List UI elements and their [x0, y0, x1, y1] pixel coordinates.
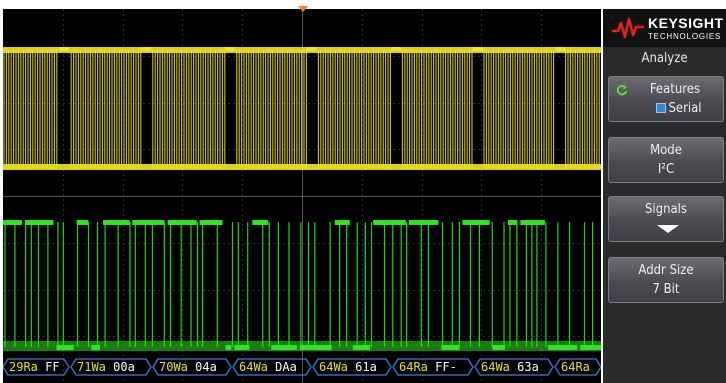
decode-packet-outline — [474, 358, 554, 376]
ch1-idle-segment — [307, 47, 317, 51]
ch1-clock-trace — [3, 49, 600, 169]
ch2-level-segment — [252, 220, 269, 225]
ch2-level-segment — [334, 220, 350, 225]
ch2-level-segment — [373, 220, 406, 225]
ch1-idle-segment — [225, 47, 235, 51]
ch2-level-segment — [234, 345, 250, 350]
ch2-level-segment — [547, 345, 578, 350]
addr-size-label: Addr Size — [638, 263, 694, 278]
ch2-level-segment — [271, 345, 297, 350]
ch2-level-segment — [520, 220, 545, 225]
mode-label: Mode — [650, 143, 682, 158]
ch2-level-segment — [492, 345, 505, 350]
decode-packet[interactable]: 29Ra FF — [9, 360, 65, 375]
decode-packet[interactable]: 70Wa 04a — [159, 360, 227, 375]
ch1-idle-segment — [141, 47, 151, 51]
packet-data: 63a — [509, 360, 539, 374]
ch1-idle-segment — [59, 47, 69, 51]
features-softkey[interactable]: Features Serial — [608, 76, 724, 122]
submenu-arrow-icon — [657, 225, 679, 233]
features-value: Serial — [668, 101, 702, 116]
packet-address: 64Wa — [481, 360, 510, 374]
brand-subtitle: TECHNOLOGIES — [648, 32, 722, 41]
ch2-level-segment — [225, 345, 232, 350]
features-label: Features — [649, 82, 701, 97]
softkey-panel: KEYSIGHT TECHNOLOGIES Analyze Features S… — [603, 9, 726, 383]
keysight-wave-icon — [612, 17, 644, 39]
packet-data: 61a — [347, 360, 377, 374]
decode-packet-outline — [312, 358, 392, 376]
ch2-level-segment — [508, 220, 518, 225]
ch2-level-segment — [441, 345, 460, 350]
rotate-knob-icon-dim — [617, 266, 628, 277]
addr-size-softkey[interactable]: Addr Size 7 Bit — [608, 257, 724, 303]
decode-packet-outline — [70, 358, 152, 376]
decode-packet-outline — [554, 358, 601, 376]
menu-title: Analyze — [641, 51, 688, 66]
packet-address: 64Wa — [319, 360, 348, 374]
ch2-level-segment — [408, 220, 439, 225]
decode-packet-outline — [392, 358, 474, 376]
signals-label: Signals — [644, 202, 688, 217]
decode-packet-outline — [152, 358, 232, 376]
packet-data: 04a — [187, 360, 217, 374]
ch2-level-segment — [91, 345, 100, 350]
ch2-data-trace — [4, 222, 594, 347]
ch2-level-segment — [76, 220, 89, 225]
scope-display — [3, 9, 601, 383]
mode-value: I²C — [657, 162, 675, 177]
decode-packet[interactable]: 64Wa 61a — [319, 360, 387, 375]
brand-name: KEYSIGHT — [648, 15, 724, 31]
packet-data: FF- — [427, 360, 457, 374]
ch2-level-segment — [580, 345, 601, 350]
decode-packet[interactable]: 64Wa 63a — [481, 360, 549, 375]
packet-address: 64Ra — [399, 360, 428, 374]
packet-address: 64Ra — [561, 360, 590, 374]
serial-checkbox[interactable] — [656, 103, 667, 113]
addr-size-value: 7 Bit — [652, 282, 680, 297]
waveform-display — [3, 9, 601, 383]
packet-data: FF — [37, 360, 60, 374]
ch2-level-segment — [103, 220, 130, 225]
ch2-level-segment — [167, 220, 197, 225]
packet-data: DAa — [267, 360, 297, 374]
decode-packet[interactable]: 64Ra FF- — [399, 360, 469, 375]
decode-packet[interactable]: 64Wa DAa — [239, 360, 307, 375]
mode-softkey[interactable]: Mode I²C — [608, 137, 724, 183]
ch2-level-segment — [299, 345, 332, 350]
ch2-level-segment — [352, 345, 371, 350]
ch1-idle-segment — [473, 47, 483, 51]
ch2-level-segment — [462, 220, 490, 225]
packet-data: 00a — [105, 360, 135, 374]
packet-address: 71Wa — [77, 360, 106, 374]
ch2-level-segment — [24, 220, 54, 225]
ch2-level-segment — [199, 220, 223, 225]
packet-address: 29Ra — [9, 360, 38, 374]
signals-softkey[interactable]: Signals — [608, 196, 724, 242]
decode-packet[interactable]: 64Ra — [561, 360, 597, 375]
decode-packet-outline — [232, 358, 312, 376]
decode-packet-outline — [3, 358, 70, 376]
trigger-position-marker[interactable] — [298, 6, 308, 12]
i2c-decode-bus: 29Ra FF 71Wa 00a 70Wa 04a 64Wa DAa 64Wa 61a 6… — [3, 354, 601, 380]
ch2-level-segment — [3, 220, 22, 225]
keysight-logo: KEYSIGHT TECHNOLOGIES — [603, 9, 726, 47]
rotate-knob-icon-dim — [617, 146, 628, 157]
decode-packet[interactable]: 71Wa 00a — [77, 360, 147, 375]
packet-address: 70Wa — [159, 360, 188, 374]
ch2-level-segment — [132, 220, 165, 225]
ch1-idle-segment — [555, 47, 565, 51]
rotate-knob-icon — [616, 84, 628, 96]
ch2-level-segment — [56, 345, 74, 350]
decode-bus-outline — [3, 358, 601, 376]
packet-address: 64Wa — [239, 360, 268, 374]
ch1-idle-segment — [391, 47, 401, 51]
